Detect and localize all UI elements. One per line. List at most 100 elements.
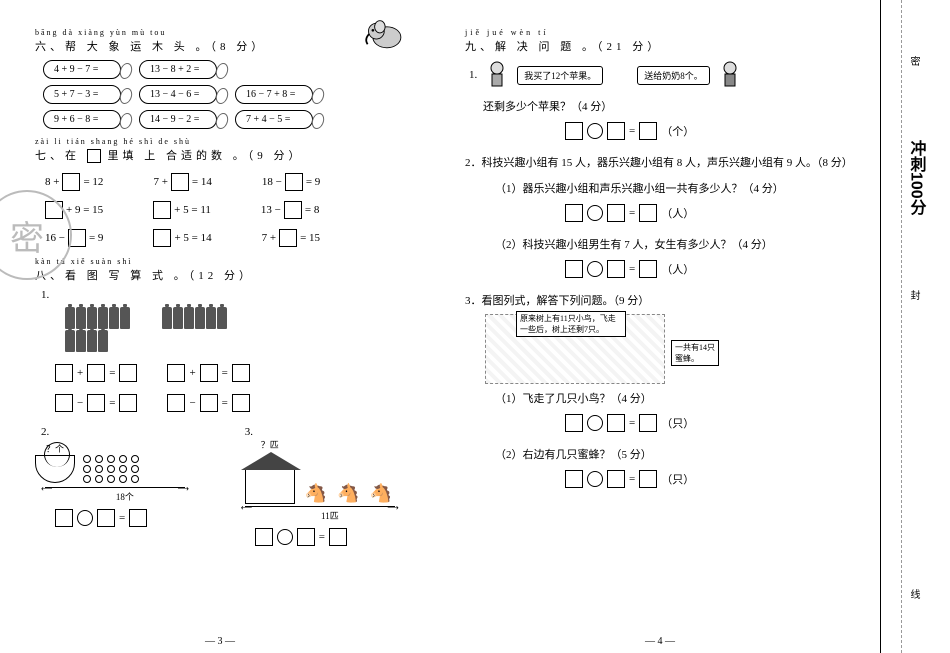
tree-image: 原来树上有11只小鸟，飞走一些后，树上还剩7只。 一共有14只蜜蜂。 (485, 314, 665, 384)
elephant-icon (360, 18, 405, 53)
section-9-pinyin: jiě jué wèn tí (465, 28, 855, 37)
answer-line: = （只） (565, 470, 855, 488)
blank-box (68, 229, 86, 247)
t: 七、在 (35, 150, 80, 162)
section-7-pinyin: zài li tián shang hé shì de shù (35, 137, 415, 146)
section-6-hanzi: 六、帮 大 象 运 木 头 。（8 分） (35, 38, 415, 54)
fill-item: + 9 = 15 (45, 201, 103, 219)
q9-2-2: （2）科技兴趣小组男生有 7 人，女生有多少人？（4 分） (495, 236, 855, 252)
log-row-3: 9 + 6 − 8 = 14 − 9 − 2 = 7 + 4 − 5 = (43, 110, 415, 129)
page-4: jiě jué wèn tí 九、解 决 问 题 。（21 分） 1. 我买了1… (440, 0, 880, 653)
log-expr: 4 + 9 − 7 = (43, 60, 121, 79)
blank-box (279, 229, 297, 247)
page-3: 密 bāng dà xiàng yùn mù tou 六、帮 大 象 运 木 头… (0, 0, 440, 653)
nut-grid (83, 455, 141, 483)
horse-icon: 🐴 (337, 483, 359, 504)
kid-icon (718, 60, 742, 90)
log-expr: 5 + 7 − 3 = (43, 85, 121, 104)
section-9-hanzi: 九、解 决 问 题 。（21 分） (465, 38, 855, 54)
blank-box (284, 201, 302, 219)
eq-sub: − = (167, 394, 249, 412)
sidebar: 密 冲刺100分 封 线 (880, 0, 950, 653)
log-expr: 13 − 8 + 2 = (139, 60, 217, 79)
q9-3-1: （1）飞走了几只小鸟？（4 分） (495, 390, 855, 406)
seal-char: 线 (911, 533, 921, 653)
section-8-hanzi: 八、看 图 写 算 式 。（12 分） (35, 267, 415, 283)
unit: （只） (661, 415, 694, 431)
eq-col-left: + = − = (55, 358, 137, 418)
section-8-title: kàn tú xiě suàn shì 八、看 图 写 算 式 。（12 分） (35, 257, 415, 283)
blank-box (153, 201, 171, 219)
section-8-pinyin: kàn tú xiě suàn shì (35, 257, 415, 266)
section-7-hanzi: 七、在 里填 上 合适的数 。（9 分） (35, 147, 415, 163)
kid-icon (485, 60, 509, 90)
basket-icon (35, 455, 75, 483)
blank-box (153, 229, 171, 247)
horse-icon: 🐴 (305, 483, 327, 504)
blank-box (87, 149, 101, 163)
page-number-4: — 4 — (440, 636, 880, 647)
section-6-title: bāng dà xiàng yùn mù tou 六、帮 大 象 运 木 头 。… (35, 28, 415, 54)
log-expr: 7 + 4 − 5 = (235, 110, 313, 129)
eq-add: + = (55, 364, 137, 382)
fill-row: + 9 = 15 + 5 = 11 13 − = 8 (45, 201, 415, 219)
callout-birds: 原来树上有11只小鸟，飞走一些后，树上还剩7只。 (516, 311, 626, 337)
log-row-2: 5 + 7 − 3 = 13 − 4 − 6 = 16 − 7 + 8 = (43, 85, 415, 104)
callout-bees: 一共有14只蜜蜂。 (671, 340, 719, 366)
section-6-pinyin: bāng dà xiàng yùn mù tou (35, 28, 415, 37)
blank-box (62, 173, 80, 191)
answer-line: = （只） (565, 414, 855, 432)
house-icon (245, 469, 295, 504)
q9-1-question: 还剩多少个苹果？（4 分） (483, 98, 855, 114)
q9-3-2: （2）右边有几只蜜蜂？（5 分） (495, 446, 855, 462)
eq-sub: − = (55, 394, 137, 412)
bottle-groups (65, 307, 415, 352)
eq-circ: = (55, 509, 215, 527)
fill-item: 18 − = 9 (262, 173, 320, 191)
fill-row: 16 − = 9 + 5 = 14 7 + = 15 (45, 229, 415, 247)
fill-item: + 5 = 14 (153, 229, 211, 247)
answer-line: = （人） (565, 260, 855, 278)
page-number-3: — 3 — (0, 636, 440, 647)
q8-1: 1. (41, 289, 415, 301)
fill-item: 16 − = 9 (45, 229, 103, 247)
fill-item: + 5 = 11 (153, 201, 211, 219)
house-area: ？匹 🐴 🐴 🐴 (245, 438, 415, 504)
blank-box (45, 201, 63, 219)
bottle-group-left (65, 307, 137, 352)
unit: （人） (661, 205, 694, 221)
eq-add: + = (167, 364, 249, 382)
blank-box (285, 173, 303, 191)
unit: （人） (661, 261, 694, 277)
q9-2-1: （1）器乐兴趣小组和声乐兴趣小组一共有多少人？（4 分） (495, 180, 855, 196)
log-expr: 14 − 9 − 2 = (139, 110, 217, 129)
log-expr: 16 − 7 + 8 = (235, 85, 313, 104)
tree-illustration: 原来树上有11只小鸟，飞走一些后，树上还剩7只。 一共有14只蜜蜂。 (485, 314, 855, 384)
eq-col-right: + = − = (167, 358, 249, 418)
horse-icon: 🐴 (370, 483, 392, 504)
fill-item: 13 − = 8 (261, 201, 319, 219)
q3-top: ？匹 (245, 438, 295, 451)
q9-3-stem: 3．看图列式，解答下列问题。（9 分） (465, 292, 855, 308)
unit: （个） (661, 123, 694, 139)
seal-char: 封 (911, 235, 921, 355)
seal-char: 密 (911, 0, 921, 120)
section-7-title: zài li tián shang hé shì de shù 七、在 里填 上… (35, 137, 415, 163)
t: 里填 上 合适的数 。（9 分） (108, 150, 304, 162)
unit: （只） (661, 471, 694, 487)
fill-row: 8 + = 127 + = 1418 − = 9 (45, 173, 415, 191)
fill-item: 7 + = 14 (153, 173, 211, 191)
fill-item: 7 + = 15 (262, 229, 320, 247)
answer-line: = （人） (565, 204, 855, 222)
section-9-title: jiě jué wèn tí 九、解 决 问 题 。（21 分） (465, 28, 855, 54)
bottle-group-right (162, 307, 234, 352)
nuts-area: ？个 (35, 442, 215, 483)
answer-line: = （个） (565, 122, 855, 140)
speech-2: 送给奶奶8个。 (637, 66, 710, 85)
speech-1: 我买了12个苹果。 (517, 66, 603, 85)
q8-3: 3. ？匹 🐴 🐴 🐴 ⟵ ⟶ 11匹 = (245, 426, 415, 552)
log-expr: 9 + 6 − 8 = (43, 110, 121, 129)
blank-box (171, 173, 189, 191)
eq-circ: = (255, 528, 415, 546)
q9-1-row: 1. 我买了12个苹果。 送给奶奶8个。 (469, 60, 855, 90)
